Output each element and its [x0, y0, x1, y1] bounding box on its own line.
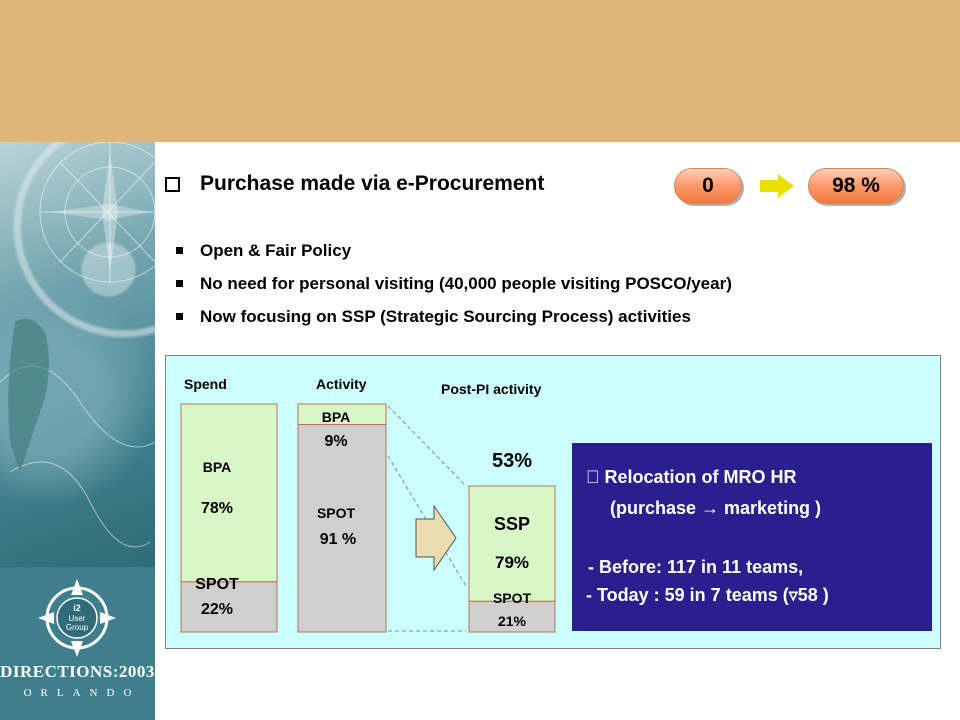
kpi-before-badge: 0 — [674, 168, 742, 204]
right-arrow-icon — [760, 174, 794, 198]
user-group-emblem-icon: i2 User Group — [38, 579, 116, 657]
value-spend-bpa: 78% — [201, 500, 233, 517]
bar-post-ssp — [468, 485, 556, 602]
value-post-spot: 21% — [498, 613, 527, 629]
post-total-label: 53% — [492, 450, 532, 472]
stacked-bar-chart: Spend Activity Post-PI activity BPA 78% … — [180, 376, 556, 633]
value-activity-bpa: 9% — [324, 433, 347, 450]
value-post-ssp: 79% — [495, 553, 529, 572]
kpi-after-badge: 98 % — [808, 168, 904, 204]
logo-subtitle: ORLANDO — [23, 687, 141, 699]
header-band — [0, 0, 960, 142]
conference-logo: i2 User Group DIRECTIONS:2003 ORLANDO — [0, 567, 155, 720]
category-label-activity: Activity — [316, 376, 367, 392]
list-item: Now focusing on SSP (Strategic Sourcing … — [176, 300, 732, 333]
list-item: No need for personal visiting (40,000 pe… — [176, 267, 732, 300]
bar-spend-bpa — [180, 403, 278, 583]
note-line-2: (purchase → marketing ) — [610, 498, 822, 518]
category-label-post-pi: Post-PI activity — [441, 381, 542, 397]
block-arrow-icon — [415, 504, 457, 572]
svg-text:Group: Group — [66, 623, 89, 632]
hr-relocation-note:  Relocation of MRO HR (purchase → marke… — [572, 443, 932, 631]
category-label-spend: Spend — [184, 376, 227, 392]
label-activity-bpa: BPA — [322, 409, 351, 425]
note-line-4: - Today : 59 in 7 teams (▿58 ) — [586, 585, 829, 605]
svg-text:i2: i2 — [73, 603, 81, 613]
bar-post-spot — [468, 600, 556, 633]
value-spend-spot: 22% — [201, 601, 233, 618]
checkbox-icon — [165, 176, 180, 192]
square-bullet-icon — [176, 247, 183, 254]
heading-text: Purchase made via e-Procurement — [200, 172, 545, 195]
note-line-3: - Before: 117 in 11 teams, — [588, 557, 804, 577]
note-line-1:  Relocation of MRO HR — [586, 467, 797, 487]
section-heading: Purchase made via e-Procurement — [165, 172, 544, 196]
value-activity-spot: 91 % — [320, 531, 356, 548]
connector-lines — [387, 405, 467, 632]
list-item: Open & Fair Policy — [176, 234, 732, 267]
label-spend-spot: SPOT — [195, 576, 239, 593]
bar-activity-spot — [297, 424, 387, 633]
compass-map-artwork — [0, 142, 155, 567]
logo-title: DIRECTIONS:2003 — [0, 662, 155, 681]
bar-spend-spot — [180, 581, 278, 633]
label-activity-spot: SPOT — [317, 505, 356, 521]
label-post-spot: SPOT — [493, 590, 532, 606]
svg-text:User: User — [69, 614, 86, 623]
square-bullet-icon — [176, 280, 183, 287]
bullet-list: Open & Fair Policy No need for personal … — [176, 234, 732, 333]
label-spend-bpa: BPA — [203, 459, 232, 475]
label-post-ssp: SSP — [494, 514, 530, 534]
compass-rose-icon — [0, 142, 155, 548]
square-bullet-icon — [176, 313, 183, 320]
